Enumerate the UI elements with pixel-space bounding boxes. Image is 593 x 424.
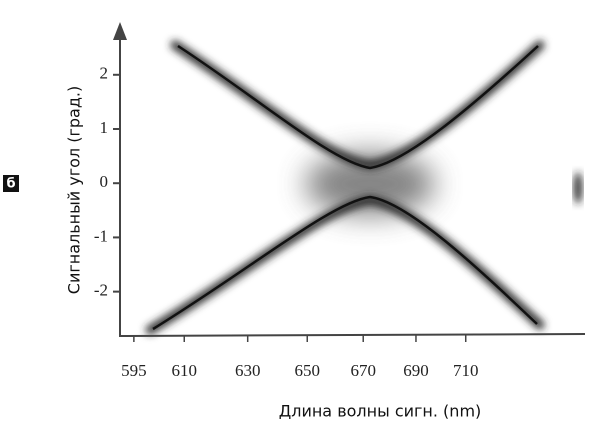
y-tick-label: 2 [100, 64, 109, 83]
x-axis [119, 334, 585, 336]
x-tick-label: 710 [453, 361, 479, 380]
spectrum-image [150, 45, 582, 330]
y-tick-label: -2 [94, 281, 108, 300]
x-tick-label: 670 [350, 361, 376, 380]
x-tick-label: 650 [294, 361, 320, 380]
artifact [574, 172, 582, 204]
y-tick-label: -1 [94, 226, 108, 245]
upper-core [178, 46, 538, 168]
y-axis-title: Сигнальный угол (град.) [65, 86, 84, 294]
panel-label: б [6, 177, 15, 192]
upper-arm [175, 45, 540, 165]
x-tick-label: 610 [171, 361, 197, 380]
x-tick-label: 595 [121, 361, 147, 380]
x-tick-label: 690 [403, 361, 429, 380]
y-tick-label: 0 [100, 172, 109, 191]
page: {"chart_data": {"type": "image", "panel_… [0, 0, 593, 424]
y-axis-arrow [113, 22, 127, 40]
chart: б Сигнальный угол (град.) Длина волны си… [0, 0, 593, 424]
x-axis-title: Длина волны сигн. (nm) [279, 402, 482, 421]
lower-arm [150, 200, 540, 330]
y-tick-label: 1 [100, 118, 109, 137]
x-tick-label: 630 [235, 361, 261, 380]
lower-core [153, 197, 537, 329]
